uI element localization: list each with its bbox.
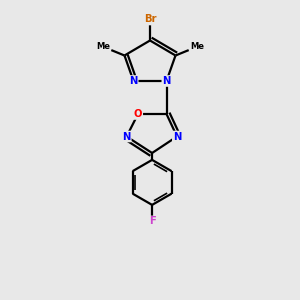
Text: F: F: [149, 216, 155, 226]
Text: N: N: [129, 76, 138, 86]
Text: Br: Br: [144, 14, 156, 25]
Text: N: N: [122, 131, 131, 142]
Text: N: N: [162, 76, 171, 86]
Text: O: O: [134, 109, 142, 119]
Text: N: N: [173, 131, 181, 142]
Text: Me: Me: [96, 42, 110, 51]
Text: Me: Me: [190, 42, 204, 51]
